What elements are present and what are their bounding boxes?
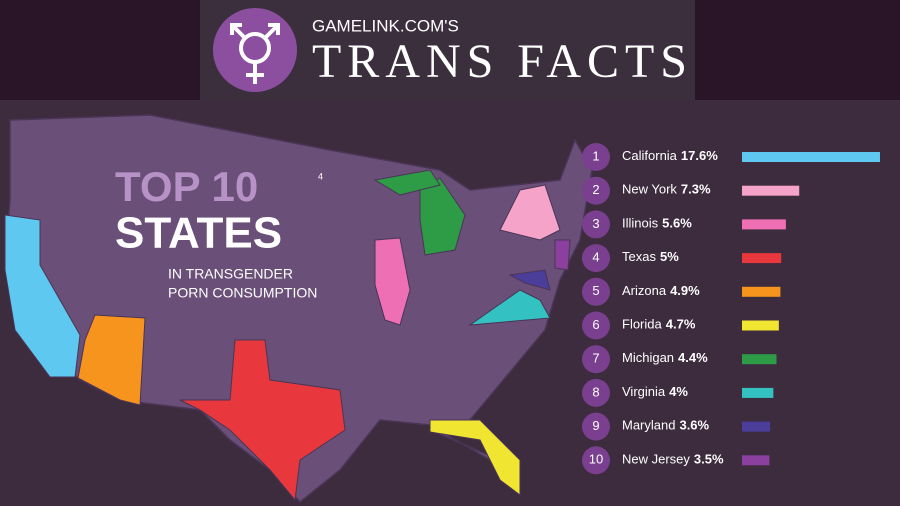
rank-badge: [582, 311, 610, 340]
row-label: New York 7.3%: [622, 182, 711, 197]
row-label: Florida 4.7%: [622, 317, 696, 332]
rank-badge: [582, 412, 610, 441]
bar: [742, 387, 774, 398]
rank: 2: [592, 182, 599, 197]
state: [179, 339, 346, 502]
value-label: 7.3%: [681, 182, 711, 197]
value-label: 4%: [669, 384, 688, 399]
bar: [742, 421, 771, 432]
title-note: 4: [318, 171, 323, 181]
category-label: Illinois: [622, 216, 659, 231]
rank: 7: [592, 351, 599, 366]
row-label: Maryland 3.6%: [622, 418, 710, 433]
subtitle: IN TRANSGENDER: [168, 266, 293, 282]
category-label: California: [622, 148, 678, 163]
category-label: New York: [622, 182, 677, 197]
value-label: 4.4%: [678, 351, 708, 366]
header-title: TRANS FACTS: [312, 35, 687, 88]
row-label: Illinois 5.6%: [622, 216, 692, 231]
row-label: New Jersey 3.5%: [622, 452, 724, 467]
state: [554, 239, 571, 271]
rank: 10: [589, 452, 603, 467]
value-label: 3.5%: [694, 452, 724, 467]
value-label: 17.6%: [681, 148, 718, 163]
value-label: 5.6%: [662, 216, 692, 231]
category-label: Florida: [622, 317, 663, 332]
state: [373, 169, 441, 196]
state: [419, 177, 466, 256]
row-label: Virginia 4%: [622, 384, 688, 399]
rank: 4: [592, 250, 599, 265]
rank: 6: [592, 317, 599, 332]
row-label: California 17.6%: [622, 148, 718, 163]
rank-badge: [582, 345, 610, 374]
rank: 8: [592, 384, 599, 399]
state: [508, 269, 551, 291]
bar: [742, 185, 800, 196]
value-label: 3.6%: [679, 418, 709, 433]
bar: [742, 219, 786, 230]
category-label: Maryland: [622, 418, 675, 433]
category-label: Michigan: [622, 351, 674, 366]
state: [468, 289, 551, 326]
rank-badge: [582, 176, 610, 205]
rank: 3: [592, 216, 599, 231]
rank-badge: [582, 446, 610, 475]
map: [4, 114, 593, 504]
subtitle: PORN CONSUMPTION: [168, 285, 317, 301]
rank: 9: [592, 418, 599, 433]
title-line2: STATES: [115, 209, 282, 258]
header-site: GAMELINK.COM'S: [312, 16, 459, 35]
bar: [742, 354, 777, 365]
rank-badge: [582, 143, 610, 171]
row-label: Arizona 4.9%: [622, 283, 700, 298]
rank-badge: [582, 210, 610, 239]
rank-badge: [582, 378, 610, 407]
rank: 5: [592, 283, 599, 298]
bar: [742, 455, 770, 466]
rank-badge: [582, 277, 610, 306]
category-label: Arizona: [622, 283, 667, 298]
category-label: New Jersey: [622, 452, 690, 467]
state: [77, 314, 146, 406]
bar: [742, 286, 781, 297]
state: [4, 214, 81, 378]
category-label: Virginia: [622, 384, 666, 399]
state: [374, 237, 411, 326]
row-label: Michigan 4.4%: [622, 351, 708, 366]
value-label: 5%: [660, 250, 679, 265]
rank-badge: [582, 244, 610, 273]
value-label: 4.7%: [666, 317, 696, 332]
state: [429, 419, 521, 496]
trans-symbol: [230, 23, 280, 84]
bar: [742, 320, 779, 331]
value-label: 4.9%: [670, 283, 700, 298]
rank: 1: [592, 148, 599, 163]
row-label: Texas 5%: [622, 250, 679, 265]
state: [499, 184, 561, 241]
category-label: Texas: [622, 250, 656, 265]
bar: [742, 253, 782, 264]
title: TOP 10: [115, 163, 258, 210]
bar: [742, 152, 880, 162]
